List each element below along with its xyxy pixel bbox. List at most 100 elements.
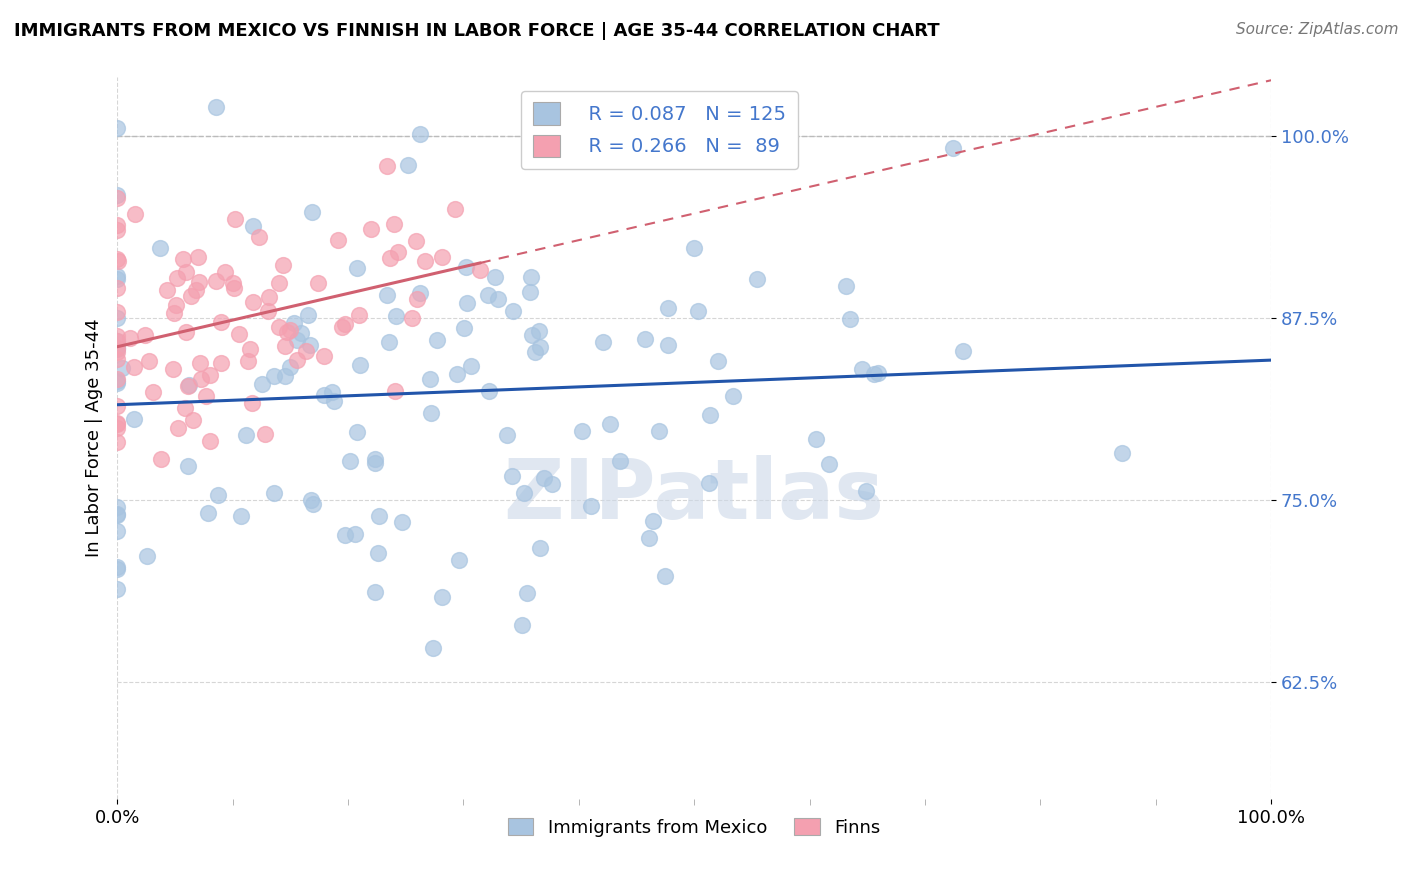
Point [484,270,506,285]
Point [422,641,444,656]
Point [142,385,165,400]
Point [174,401,197,415]
Point [138,354,160,368]
Point [688,303,710,318]
Text: ZIPatlas: ZIPatlas [503,455,884,536]
Point [714,99,737,113]
Point [242,219,264,233]
Point [271,258,294,272]
Point [378,334,401,349]
Point [657,301,679,315]
Point [239,342,262,356]
Point [314,350,336,364]
Point [510,618,533,632]
Point [817,457,839,471]
Point [513,485,536,500]
Point [197,506,219,520]
Point [447,553,470,567]
Point [364,585,387,599]
Point [177,379,200,393]
Point [177,378,200,392]
Point [1111,446,1133,460]
Point [209,356,232,370]
Point [453,321,475,335]
Point [273,369,295,384]
Point [290,326,312,340]
Point [599,417,621,431]
Point [285,333,308,347]
Point [222,276,245,290]
Point [634,332,657,346]
Y-axis label: In Labor Force | Age 35-44: In Labor Force | Age 35-44 [86,318,103,558]
Point [312,387,335,401]
Text: Source: ZipAtlas.com: Source: ZipAtlas.com [1236,22,1399,37]
Point [486,292,509,306]
Point [187,250,209,264]
Point [176,265,198,279]
Point [533,471,555,485]
Point [307,276,329,290]
Point [520,328,543,343]
Point [301,497,323,511]
Point [297,308,319,322]
Point [204,274,226,288]
Point [105,417,128,432]
Point [851,362,873,376]
Point [406,293,429,307]
Point [413,253,436,268]
Point [198,434,221,448]
Point [149,452,172,467]
Point [501,468,523,483]
Point [478,384,501,398]
Point [425,333,447,347]
Point [105,334,128,349]
Point [105,560,128,574]
Point [187,275,209,289]
Point [105,342,128,356]
Point [496,428,519,442]
Point [214,265,236,279]
Point [188,356,211,370]
Point [609,454,631,468]
Point [186,283,208,297]
Point [409,286,432,301]
Point [391,515,413,529]
Point [524,345,547,359]
Point [269,277,291,291]
Point [194,389,217,403]
Point [641,514,664,528]
Point [299,492,322,507]
Point [167,421,190,435]
Point [105,435,128,450]
Point [105,218,128,232]
Point [105,416,128,430]
Point [278,323,301,337]
Point [235,428,257,442]
Point [866,366,889,380]
Point [105,311,128,326]
Point [835,278,858,293]
Point [364,451,387,466]
Point [648,424,671,438]
Point [250,376,273,391]
Point [107,253,129,268]
Point [105,507,128,521]
Point [274,339,297,353]
Point [952,344,974,359]
Point [105,269,128,284]
Point [408,128,430,142]
Point [122,412,145,426]
Point [118,331,141,345]
Point [330,320,353,334]
Point [283,317,305,331]
Point [205,99,228,113]
Point [105,252,128,266]
Point [460,359,482,373]
Point [240,396,263,410]
Point [697,475,720,490]
Point [343,526,366,541]
Point [267,320,290,334]
Point [335,527,357,541]
Point [470,263,492,277]
Point [444,202,467,216]
